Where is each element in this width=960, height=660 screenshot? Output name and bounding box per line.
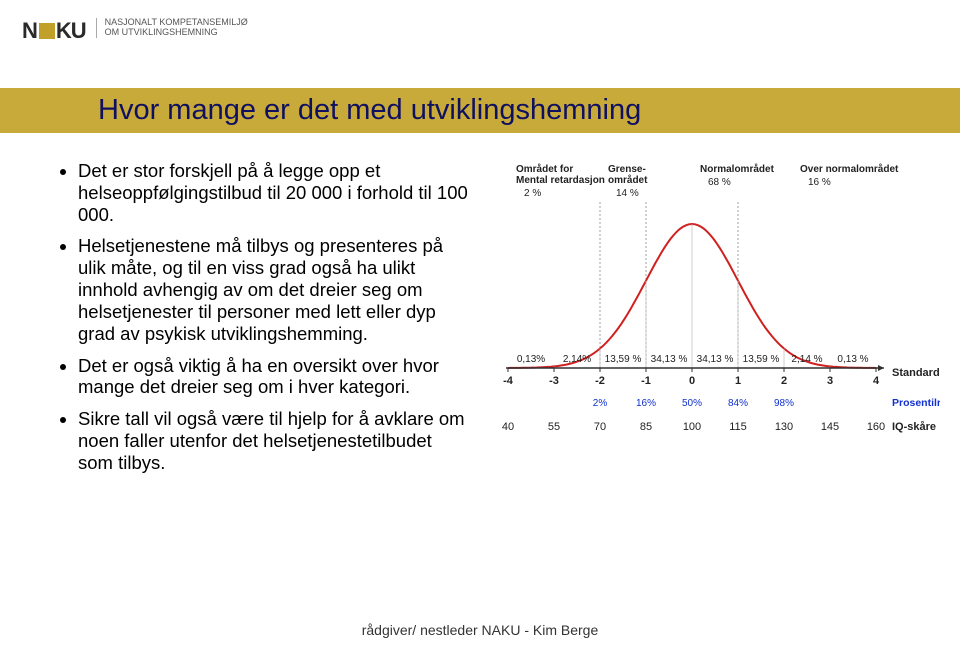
list-item: Sikre tall vil også være til hjelp for å… [78,408,468,473]
svg-text:160: 160 [867,421,885,433]
svg-text:70: 70 [594,421,606,433]
logo: N KU NASJONALT KOMPETANSEMILJØ OM UTVIKLI… [22,18,248,44]
svg-text:68 %: 68 % [708,177,731,188]
svg-text:40: 40 [502,421,514,433]
page-title: Hvor mange er det med utviklingshemning [0,88,960,133]
svg-text:85: 85 [640,421,652,433]
svg-text:2 %: 2 % [524,188,541,199]
svg-text:55: 55 [548,421,560,433]
svg-text:3: 3 [827,375,833,387]
svg-text:Prosentilrangering: Prosentilrangering [892,397,940,409]
svg-text:0,13%: 0,13% [517,354,545,365]
svg-text:Grense-: Grense- [608,164,646,175]
svg-text:IQ-skåre: IQ-skåre [892,421,936,433]
svg-text:34,13 %: 34,13 % [651,354,688,365]
svg-text:98%: 98% [774,398,794,409]
svg-text:145: 145 [821,421,839,433]
svg-text:4: 4 [873,375,880,387]
svg-text:Mental retardasjon: Mental retardasjon [516,175,605,186]
svg-text:Standardavvik: Standardavvik [892,367,940,379]
svg-text:0,13 %: 0,13 % [837,354,868,365]
svg-text:Over normalområdet: Over normalområdet [800,163,899,175]
svg-text:2,14 %: 2,14 % [791,354,822,365]
svg-text:Området for: Området for [516,163,573,175]
logo-subtitle: NASJONALT KOMPETANSEMILJØ OM UTVIKLINGSH… [96,18,248,38]
svg-text:Normalområdet: Normalområdet [700,163,775,175]
bell-curve-chart: Området forMental retardasjon 2 % Grense-o… [500,160,940,505]
list-item: Det er også viktig å ha en oversikt over… [78,355,468,399]
list-item: Helsetjenestene må tilbys og presenteres… [78,235,468,344]
logo-subtitle-line2: OM UTVIKLINGSHEMNING [105,28,248,38]
logo-text-suffix: KU [56,18,86,44]
bullet-list: Det er stor forskjell på å legge opp et … [58,160,468,484]
footer-text: rådgiver/ nestleder NAKU - Kim Berge [0,622,960,638]
svg-text:34,13 %: 34,13 % [697,354,734,365]
logo-text-prefix: N [22,18,37,44]
svg-text:14 %: 14 % [616,188,639,199]
svg-text:16 %: 16 % [808,177,831,188]
logo-square-icon [39,23,55,39]
logo-wordmark: N KU [22,18,86,44]
svg-text:området: området [608,174,648,186]
svg-text:-1: -1 [641,375,651,387]
list-item: Det er stor forskjell på å legge opp et … [78,160,468,225]
svg-text:1: 1 [735,375,741,387]
svg-text:-4: -4 [503,375,514,387]
svg-text:84%: 84% [728,398,748,409]
svg-text:13,59 %: 13,59 % [743,354,780,365]
svg-text:2,14%: 2,14% [563,354,591,365]
svg-text:16%: 16% [636,398,656,409]
svg-text:50%: 50% [682,398,702,409]
svg-text:130: 130 [775,421,793,433]
svg-text:115: 115 [729,421,747,433]
svg-text:-2: -2 [595,375,605,387]
svg-text:13,59 %: 13,59 % [605,354,642,365]
svg-text:0: 0 [689,375,695,387]
svg-text:2: 2 [781,375,787,387]
svg-text:-3: -3 [549,375,559,387]
svg-text:2%: 2% [593,398,608,409]
svg-text:100: 100 [683,421,701,433]
